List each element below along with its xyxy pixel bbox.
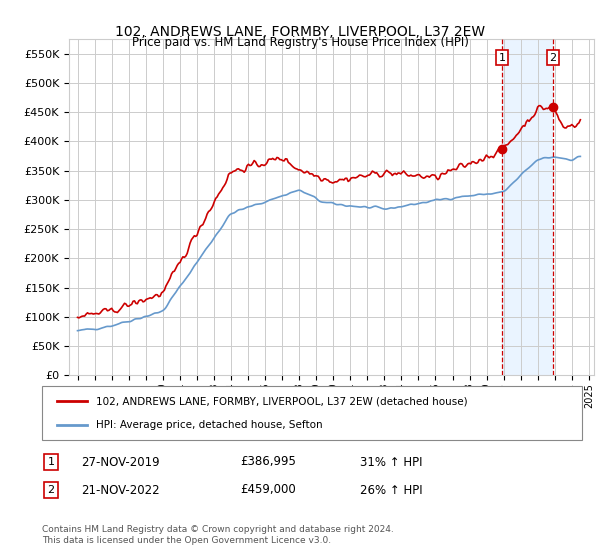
Text: HPI: Average price, detached house, Sefton: HPI: Average price, detached house, Seft… [96, 419, 323, 430]
Text: £386,995: £386,995 [240, 455, 296, 469]
Text: 26% ↑ HPI: 26% ↑ HPI [360, 483, 422, 497]
Text: 2: 2 [47, 485, 55, 495]
Text: 2: 2 [550, 53, 557, 63]
Text: Price paid vs. HM Land Registry's House Price Index (HPI): Price paid vs. HM Land Registry's House … [131, 36, 469, 49]
Text: 31% ↑ HPI: 31% ↑ HPI [360, 455, 422, 469]
Text: 102, ANDREWS LANE, FORMBY, LIVERPOOL, L37 2EW: 102, ANDREWS LANE, FORMBY, LIVERPOOL, L3… [115, 25, 485, 39]
Text: 1: 1 [47, 457, 55, 467]
Text: 102, ANDREWS LANE, FORMBY, LIVERPOOL, L37 2EW (detached house): 102, ANDREWS LANE, FORMBY, LIVERPOOL, L3… [96, 396, 467, 407]
Text: Contains HM Land Registry data © Crown copyright and database right 2024.
This d: Contains HM Land Registry data © Crown c… [42, 525, 394, 545]
Bar [502, 39, 553, 375]
Text: 21-NOV-2022: 21-NOV-2022 [81, 483, 160, 497]
Text: £459,000: £459,000 [240, 483, 296, 497]
Text: 1: 1 [499, 53, 505, 63]
Text: 27-NOV-2019: 27-NOV-2019 [81, 455, 160, 469]
